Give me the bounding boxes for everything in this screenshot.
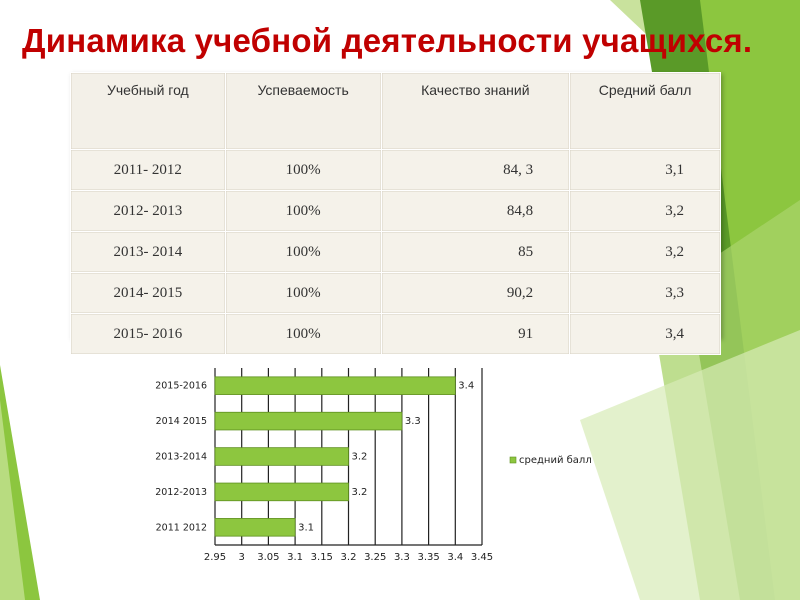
- cell-progress: 100%: [224, 190, 382, 232]
- data-label: 3.3: [405, 416, 421, 427]
- header-progress: Успеваемость: [224, 72, 382, 150]
- table-header-row: Учебный год Успеваемость Качество знаний…: [70, 72, 721, 150]
- x-tick-label: 3.3: [394, 552, 410, 563]
- table-row: 2013- 2014 100% 85 3,2: [70, 231, 721, 273]
- header-knowledge-quality: Качество знаний: [380, 72, 571, 150]
- cell-average: 3,1: [569, 149, 721, 191]
- x-tick-label: 3.05: [257, 552, 279, 563]
- cell-year: 2013- 2014: [70, 231, 226, 273]
- cell-average: 3,2: [569, 190, 721, 232]
- x-tick-label: 3.1: [287, 552, 303, 563]
- x-tick-label: 2.95: [204, 552, 226, 563]
- cell-progress: 100%: [224, 231, 382, 273]
- category-label: 2015-2016: [155, 381, 207, 392]
- stats-table: Учебный год Успеваемость Качество знаний…: [70, 72, 721, 355]
- cell-progress: 100%: [224, 313, 382, 355]
- cell-year: 2014- 2015: [70, 272, 226, 314]
- page-title: Динамика учебной деятельности учащихся.: [22, 22, 753, 59]
- cell-progress: 100%: [224, 272, 382, 314]
- cell-quality: 90,2: [380, 272, 571, 314]
- cell-year: 2012- 2013: [70, 190, 226, 232]
- cell-quality: 91: [380, 313, 571, 355]
- table-row: 2011- 2012 100% 84, 3 3,1: [70, 149, 721, 191]
- cell-quality: 84, 3: [380, 149, 571, 191]
- header-school-year: Учебный год: [70, 72, 226, 150]
- cell-average: 3,3: [569, 272, 721, 314]
- data-label: 3.2: [352, 487, 368, 498]
- bg-shape-right-soft: [580, 330, 800, 600]
- category-label: 2011 2012: [156, 522, 207, 533]
- cell-year: 2011- 2012: [70, 149, 226, 191]
- header-average-score: Средний балл: [569, 72, 721, 150]
- table-row: 2015- 2016 100% 91 3,4: [70, 313, 721, 355]
- table-row: 2014- 2015 100% 90,2 3,3: [70, 272, 721, 314]
- data-label: 3.4: [458, 381, 474, 392]
- x-tick-label: 3.15: [311, 552, 333, 563]
- bar: [214, 482, 349, 502]
- cell-average: 3,2: [569, 231, 721, 273]
- bar: [214, 518, 296, 537]
- x-tick-label: 3.4: [447, 552, 463, 563]
- x-tick-label: 3: [239, 552, 245, 563]
- bar: [214, 376, 456, 395]
- cell-quality: 85: [380, 231, 571, 273]
- category-label: 2013-2014: [155, 452, 207, 463]
- cell-progress: 100%: [224, 149, 382, 191]
- cell-year: 2015- 2016: [70, 313, 226, 355]
- bg-shape-left-light: [0, 400, 25, 600]
- category-label: 2014 2015: [156, 416, 207, 427]
- bar: [214, 447, 349, 466]
- data-label: 3.2: [352, 452, 368, 463]
- bar: [214, 411, 403, 431]
- cell-average: 3,4: [569, 313, 721, 355]
- category-label: 2012-2013: [155, 487, 207, 498]
- average-score-chart: 2.95 3 3.05 3.1 3.15 3.2 3.25 3.3 3.35 3.4 3.45 201…: [155, 368, 592, 563]
- legend-label: средний балл: [519, 455, 592, 466]
- x-tick-label: 3.25: [364, 552, 386, 563]
- x-tick-label: 3.45: [471, 552, 493, 563]
- table-row: 2012- 2013 100% 84,8 3,2: [70, 190, 721, 232]
- legend-swatch: [509, 456, 517, 464]
- x-tick-label: 3.2: [341, 552, 357, 563]
- data-label: 3.1: [298, 522, 314, 533]
- x-tick-label: 3.35: [417, 552, 439, 563]
- cell-quality: 84,8: [380, 190, 571, 232]
